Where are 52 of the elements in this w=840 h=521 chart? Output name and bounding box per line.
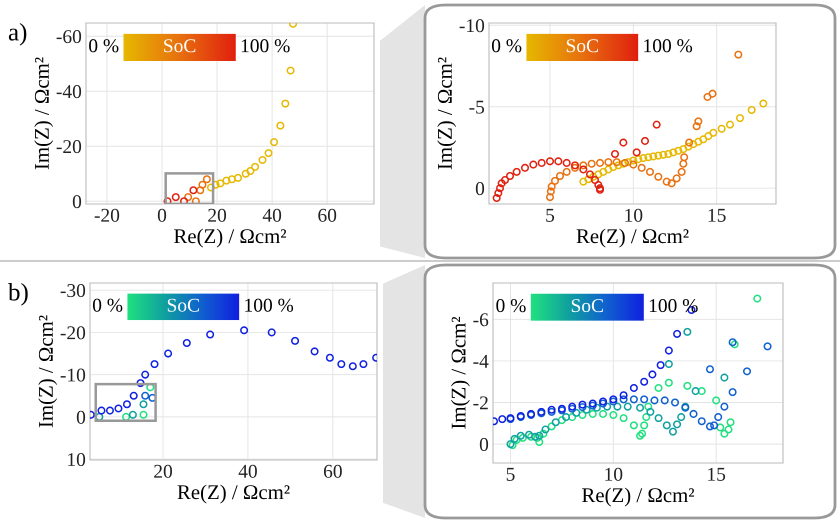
x-tick-label: 20 xyxy=(208,208,226,222)
annotation: 100 % xyxy=(245,298,294,312)
annotation: 0 % xyxy=(492,39,522,52)
x-axis-title: Re(Z) / Ωcm² xyxy=(174,228,286,248)
chart-title: b) xyxy=(8,283,28,306)
y-tick-label: -30 xyxy=(60,284,86,298)
y-tick-label: 0 xyxy=(76,410,86,424)
x-tick-label: 15 xyxy=(708,468,726,481)
x-tick-label: 5 xyxy=(506,468,515,481)
annotation: 100 % xyxy=(650,299,698,312)
y-tick-label: 10 xyxy=(68,452,86,466)
y-tick-label: -6 xyxy=(473,313,488,326)
x-tick-label: 5 xyxy=(546,208,554,222)
annotation: SoC xyxy=(566,39,598,52)
annotation: SoC xyxy=(572,299,603,312)
x-axis-title: Re(Z) / Ωcm² xyxy=(582,488,694,506)
y-tick-label: -20 xyxy=(56,140,82,154)
annotation: SoC xyxy=(164,39,196,52)
x-tick-label: 10 xyxy=(625,208,642,222)
x-tick-label: 40 xyxy=(262,208,282,222)
y-tick-label: -10 xyxy=(60,368,86,382)
annotation: 0 % xyxy=(89,39,118,52)
chart-title: a) xyxy=(8,23,26,46)
annotation: SoC xyxy=(168,298,199,312)
y-tick-label: -2 xyxy=(473,396,488,410)
y-tick-label: -4 xyxy=(473,354,489,368)
y-axis-title: Im(Z) / Ωcm² xyxy=(437,57,456,170)
y-tick-label: -60 xyxy=(56,30,82,44)
y-axis-title: Im(Z) / Ωcm² xyxy=(34,57,54,170)
x-axis-title: Re(Z) / Ωcm² xyxy=(576,228,689,248)
y-tick-label: 0 xyxy=(72,195,82,208)
x-tick-label: 60 xyxy=(324,464,342,478)
y-tick-label: -40 xyxy=(56,85,82,98)
annotation: 0 % xyxy=(496,299,526,312)
annotation: 100 % xyxy=(242,39,290,52)
x-axis-title: Re(Z) / Ωcm² xyxy=(178,484,290,504)
x-tick-label: 10 xyxy=(605,468,622,481)
x-tick-label: 0 xyxy=(158,208,166,222)
y-tick-label: -5 xyxy=(469,100,484,114)
x-tick-label: 60 xyxy=(318,208,336,222)
x-tick-label: 20 xyxy=(154,464,172,478)
annotation: 0 % xyxy=(92,298,122,312)
annotation: 100 % xyxy=(644,39,692,52)
y-tick-label: 0 xyxy=(480,438,488,452)
y-tick-label: 0 xyxy=(476,182,484,196)
y-axis-title: Im(Z) / Ωcm² xyxy=(450,316,470,429)
x-tick-label: 15 xyxy=(708,208,726,222)
x-tick-label: -20 xyxy=(94,208,120,222)
y-tick-label: -10 xyxy=(460,19,484,32)
y-axis-title: Im(Z) / Ωcm² xyxy=(38,315,58,428)
y-tick-label: -20 xyxy=(60,326,86,340)
x-tick-label: 40 xyxy=(238,464,257,478)
